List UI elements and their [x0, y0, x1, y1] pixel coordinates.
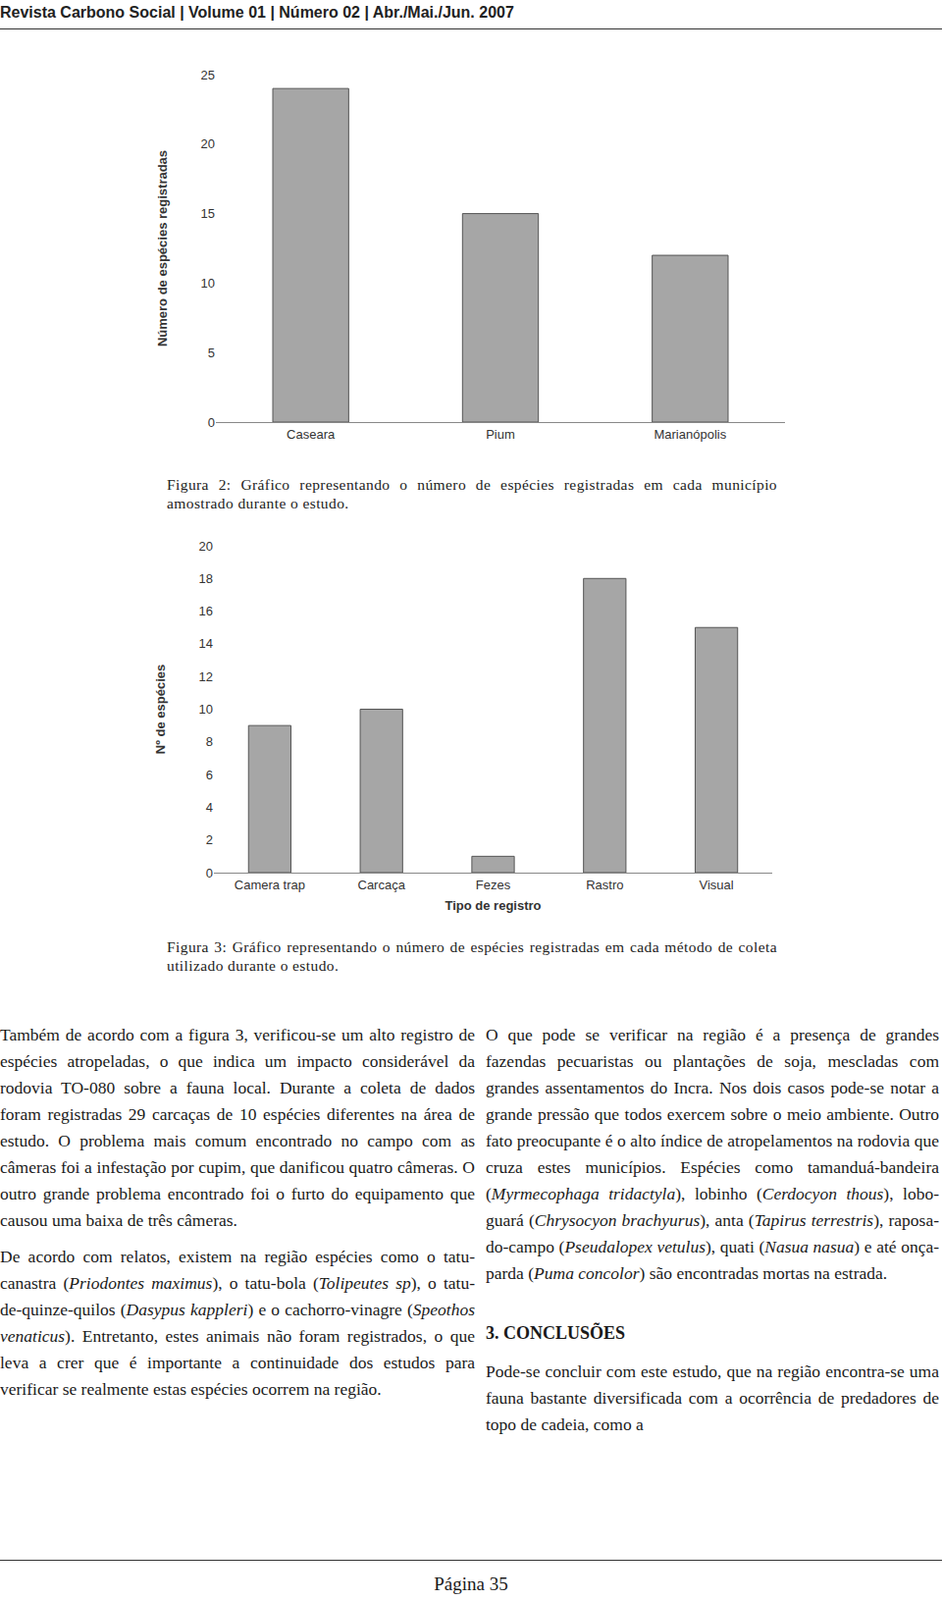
svg-text:16: 16: [199, 603, 213, 619]
svg-text:Pium: Pium: [485, 426, 516, 442]
svg-text:2: 2: [206, 832, 213, 847]
svg-text:Tipo de registro: Tipo de registro: [445, 897, 542, 913]
svg-text:4: 4: [206, 799, 213, 815]
svg-text:Visual: Visual: [699, 877, 734, 892]
svg-text:18: 18: [199, 571, 213, 586]
html-text:O que pode se verificar na reg: O que pode se verificar na região é a pr…: [485, 1024, 940, 1283]
svg-text:Rastro: Rastro: [585, 877, 624, 892]
svg-text:Nº de espécies: Nº de espécies: [153, 664, 168, 754]
html-text:3. CONCLUSÕES: 3. CONCLUSÕES: [485, 1322, 626, 1343]
html-text:Página 35: Página 35: [434, 1572, 508, 1594]
svg-text:Carcaça: Carcaça: [357, 877, 406, 892]
svg-text:Marianópolis: Marianópolis: [653, 426, 727, 442]
html-text:Figura 3: Gráfico representand: Figura 3: Gráfico representando o número…: [166, 938, 778, 974]
svg-text:25: 25: [201, 67, 215, 83]
svg-text:14: 14: [199, 635, 213, 651]
svg-text:12: 12: [199, 669, 213, 684]
svg-text:Camera trap: Camera trap: [234, 877, 306, 892]
svg-text:20: 20: [201, 136, 215, 152]
svg-text:Número de espécies registradas: Número de espécies registradas: [155, 150, 170, 347]
svg-text:0: 0: [208, 415, 215, 430]
html-text:Também de acordo com a figura: Também de acordo com a figura 3, verific…: [0, 1024, 475, 1230]
svg-text:10: 10: [199, 701, 213, 717]
svg-text:15: 15: [201, 206, 215, 221]
svg-text:8: 8: [206, 733, 213, 749]
svg-text:0: 0: [206, 865, 213, 881]
svg-text:Fezes: Fezes: [475, 877, 512, 892]
svg-text:10: 10: [201, 275, 215, 291]
svg-text:Caseara: Caseara: [286, 426, 336, 442]
html-text:Pode-se concluir com este estu: Pode-se concluir com este estudo, que na…: [485, 1360, 940, 1434]
svg-text:5: 5: [208, 345, 215, 361]
html-text:De acordo com relatos, existem: De acordo com relatos, existem na região…: [0, 1246, 475, 1399]
svg-text:6: 6: [206, 767, 213, 783]
html-text:Figura 2: Gráfico representand: Figura 2: Gráfico representando o número…: [166, 475, 778, 512]
svg-text:20: 20: [199, 538, 213, 554]
html-text:Revista Carbono Social | Volum: Revista Carbono Social | Volume 01 | Núm…: [0, 3, 514, 21]
